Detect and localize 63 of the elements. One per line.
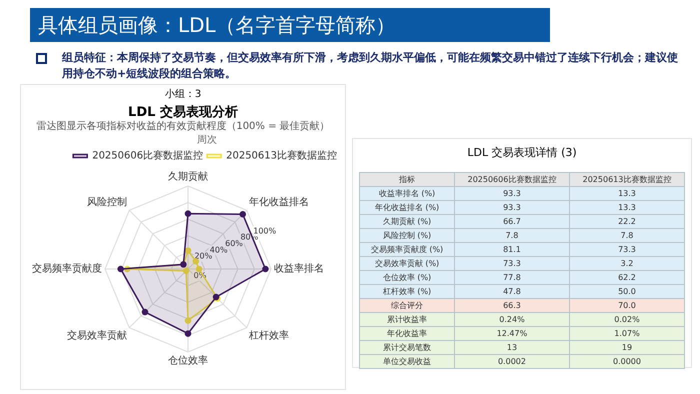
text: 13 xyxy=(506,343,518,352)
category-label: 累计交易笔数 xyxy=(382,343,431,352)
text: 93.3 xyxy=(503,203,521,212)
category-label: 收益率排名 (%) xyxy=(378,189,436,198)
category-label: 交易效率贡献 (%) xyxy=(374,259,440,268)
text: 具体组员画像：LDL（名字首字母简称） xyxy=(30,8,550,42)
spoke-label: 年化收益排名 xyxy=(248,196,309,208)
text: 66.7 xyxy=(503,217,521,226)
spoke-label: 久期贡献 xyxy=(168,170,208,183)
text: 0.24% xyxy=(499,315,525,324)
text: 66.3 xyxy=(503,301,521,310)
text: 93.3 xyxy=(503,189,521,198)
text: 指标 xyxy=(360,172,454,186)
spoke-label: 收益率排名 xyxy=(274,262,324,275)
text: 小组：3 xyxy=(164,88,202,101)
text: 19 xyxy=(622,343,632,352)
chart-title: LDL 交易表现分析 xyxy=(127,104,239,120)
y-tick-label: 20% xyxy=(194,252,213,261)
text: 73.3 xyxy=(618,245,636,254)
category-label: 累计收益率 xyxy=(386,315,427,324)
y-tick-label: 100% xyxy=(253,226,277,236)
legend-title: 周次 xyxy=(197,134,218,146)
category-label: 综合评分 xyxy=(390,301,423,310)
text: 0.02% xyxy=(614,315,640,324)
text: 3.2 xyxy=(620,259,634,268)
category-label: 风险控制 (%) xyxy=(382,231,432,240)
category-label: 年化收益率 xyxy=(386,329,427,338)
y-tick-label: 40% xyxy=(210,245,228,254)
category-label: 仓位效率 (%) xyxy=(382,273,432,282)
spoke-label: 交易频率贡献度 xyxy=(32,262,102,275)
spoke-label: 交易效率贡献 xyxy=(67,329,128,342)
category-label: 20250606比赛数据监控 xyxy=(454,172,570,186)
text: 62.2 xyxy=(618,273,636,282)
category-label: 年化收益排名 (%) xyxy=(374,203,440,212)
spoke-label: 杠杆效率 xyxy=(248,329,289,342)
category-label: 20250613比赛数据监控 xyxy=(569,172,684,186)
legend-label: 20250613比赛数据监控 xyxy=(226,150,338,162)
text: 13.3 xyxy=(618,203,636,212)
category-label: 交易频率贡献度 (%) xyxy=(370,245,444,254)
text: 1.07% xyxy=(614,329,640,338)
category-label: 杠杆效率 (%) xyxy=(382,287,432,296)
legend-label: 20250606比赛数据监控 xyxy=(92,150,204,162)
text: 47.8 xyxy=(503,287,521,296)
text: 0.0002 xyxy=(498,357,526,366)
text: 7.8 xyxy=(506,231,518,240)
text: 81.1 xyxy=(503,245,521,254)
category-label: 单位交易收益 xyxy=(382,357,431,366)
text: 7.8 xyxy=(620,231,634,240)
text: 13.3 xyxy=(618,189,636,198)
text: 22.2 xyxy=(618,217,636,226)
text: 组员特征：本周保持了交易节奏，但交易效率有所下滑，考虑到久期水平偏低，可能在频繁交易中错过了连续下行机会；建议使用持仓不动+短线波段的组合策略。 xyxy=(62,50,679,82)
category-label: 久期贡献 (%) xyxy=(382,217,432,226)
text: 0.0000 xyxy=(612,357,641,366)
spoke-label: 仓位效率 xyxy=(168,354,208,367)
spoke-label: 风险控制 xyxy=(87,196,128,208)
text: LDL 交易表现详情 (3) xyxy=(466,145,578,160)
chart-subtitle: 雷达图显示各项指标对收益的有效贡献程度（100% = 最佳贡献） xyxy=(35,121,331,133)
text: 73.3 xyxy=(503,259,521,268)
text: 77.8 xyxy=(503,273,521,282)
text: 70.0 xyxy=(618,301,636,310)
y-tick-label: 60% xyxy=(225,239,244,248)
text: 50.0 xyxy=(618,287,636,296)
text: 12.47% xyxy=(496,329,528,338)
